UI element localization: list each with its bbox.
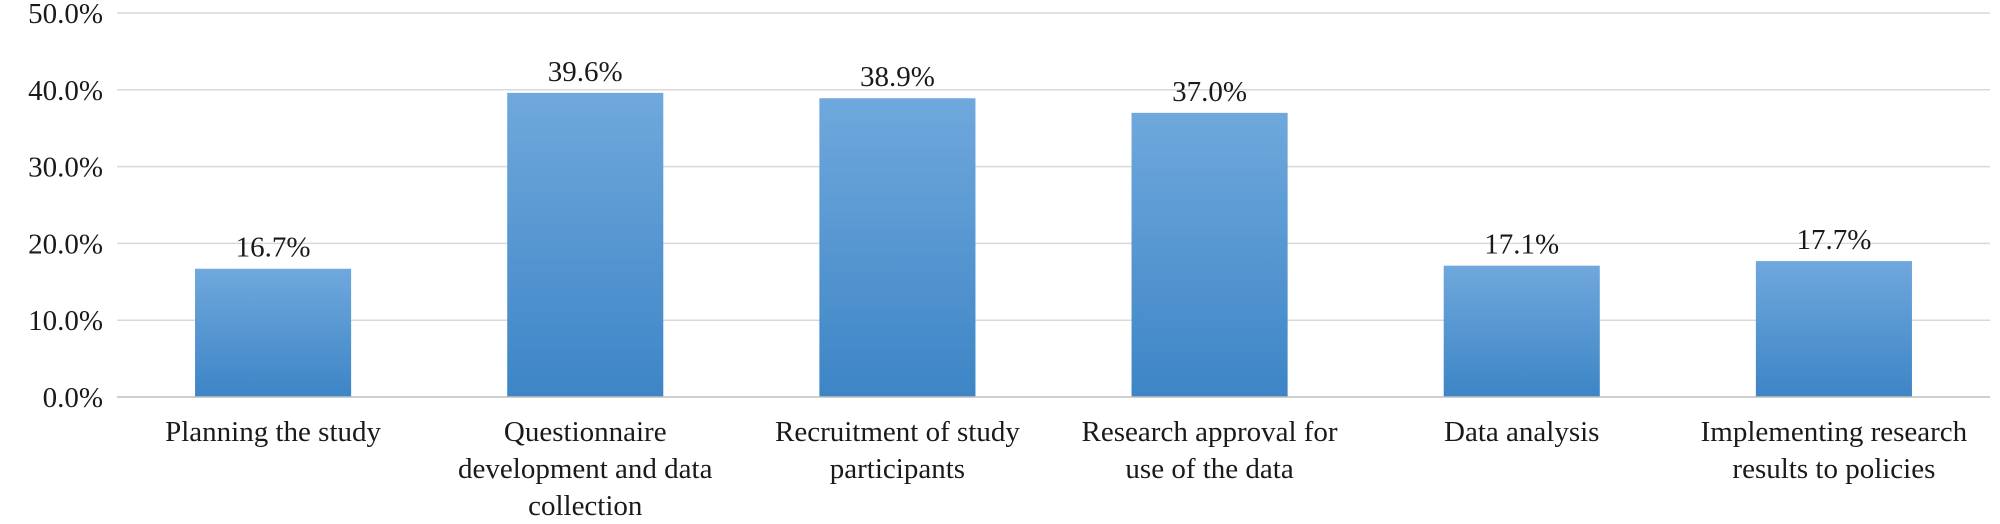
bar xyxy=(507,92,664,397)
data-label: 16.7% xyxy=(236,232,311,264)
y-tick-label: 30.0% xyxy=(28,152,103,184)
x-category-label: Recruitment of study participants xyxy=(775,416,1020,485)
y-tick-label: 40.0% xyxy=(28,75,103,107)
x-axis: Planning the study Questionnaire developme… xyxy=(117,396,1990,522)
y-tick-label: 10.0% xyxy=(28,305,103,337)
x-category-label: Implementing research results to policies xyxy=(1701,416,1968,485)
data-label: 17.7% xyxy=(1796,224,1871,256)
x-category-label: Data analysis xyxy=(1444,416,1599,448)
data-label: 38.9% xyxy=(860,61,935,93)
y-axis: 0.0% 10.0% 20.0% 30.0% 40.0% 50.0% xyxy=(28,0,103,414)
data-label: 39.6% xyxy=(548,56,623,88)
bar xyxy=(819,98,976,398)
bar xyxy=(195,268,352,397)
bar xyxy=(1755,261,1912,397)
data-label: 17.1% xyxy=(1484,229,1559,261)
y-tick-label: 20.0% xyxy=(28,228,103,260)
bars xyxy=(195,92,1912,398)
y-tick-label: 0.0% xyxy=(43,382,103,414)
bar xyxy=(1443,265,1600,397)
y-tick-label: 50.0% xyxy=(28,0,103,30)
x-category-label: Research approval for use of the data xyxy=(1082,416,1338,485)
gridlines xyxy=(117,12,1990,321)
data-labels: 16.7% 39.6% 38.9% 37.0% 17.1% 17.7% xyxy=(236,56,1872,264)
data-label: 37.0% xyxy=(1172,76,1247,108)
bar xyxy=(1131,112,1288,397)
x-category-label: Questionnaire development and data collect… xyxy=(458,416,713,522)
x-category-label: Planning the study xyxy=(165,416,381,448)
